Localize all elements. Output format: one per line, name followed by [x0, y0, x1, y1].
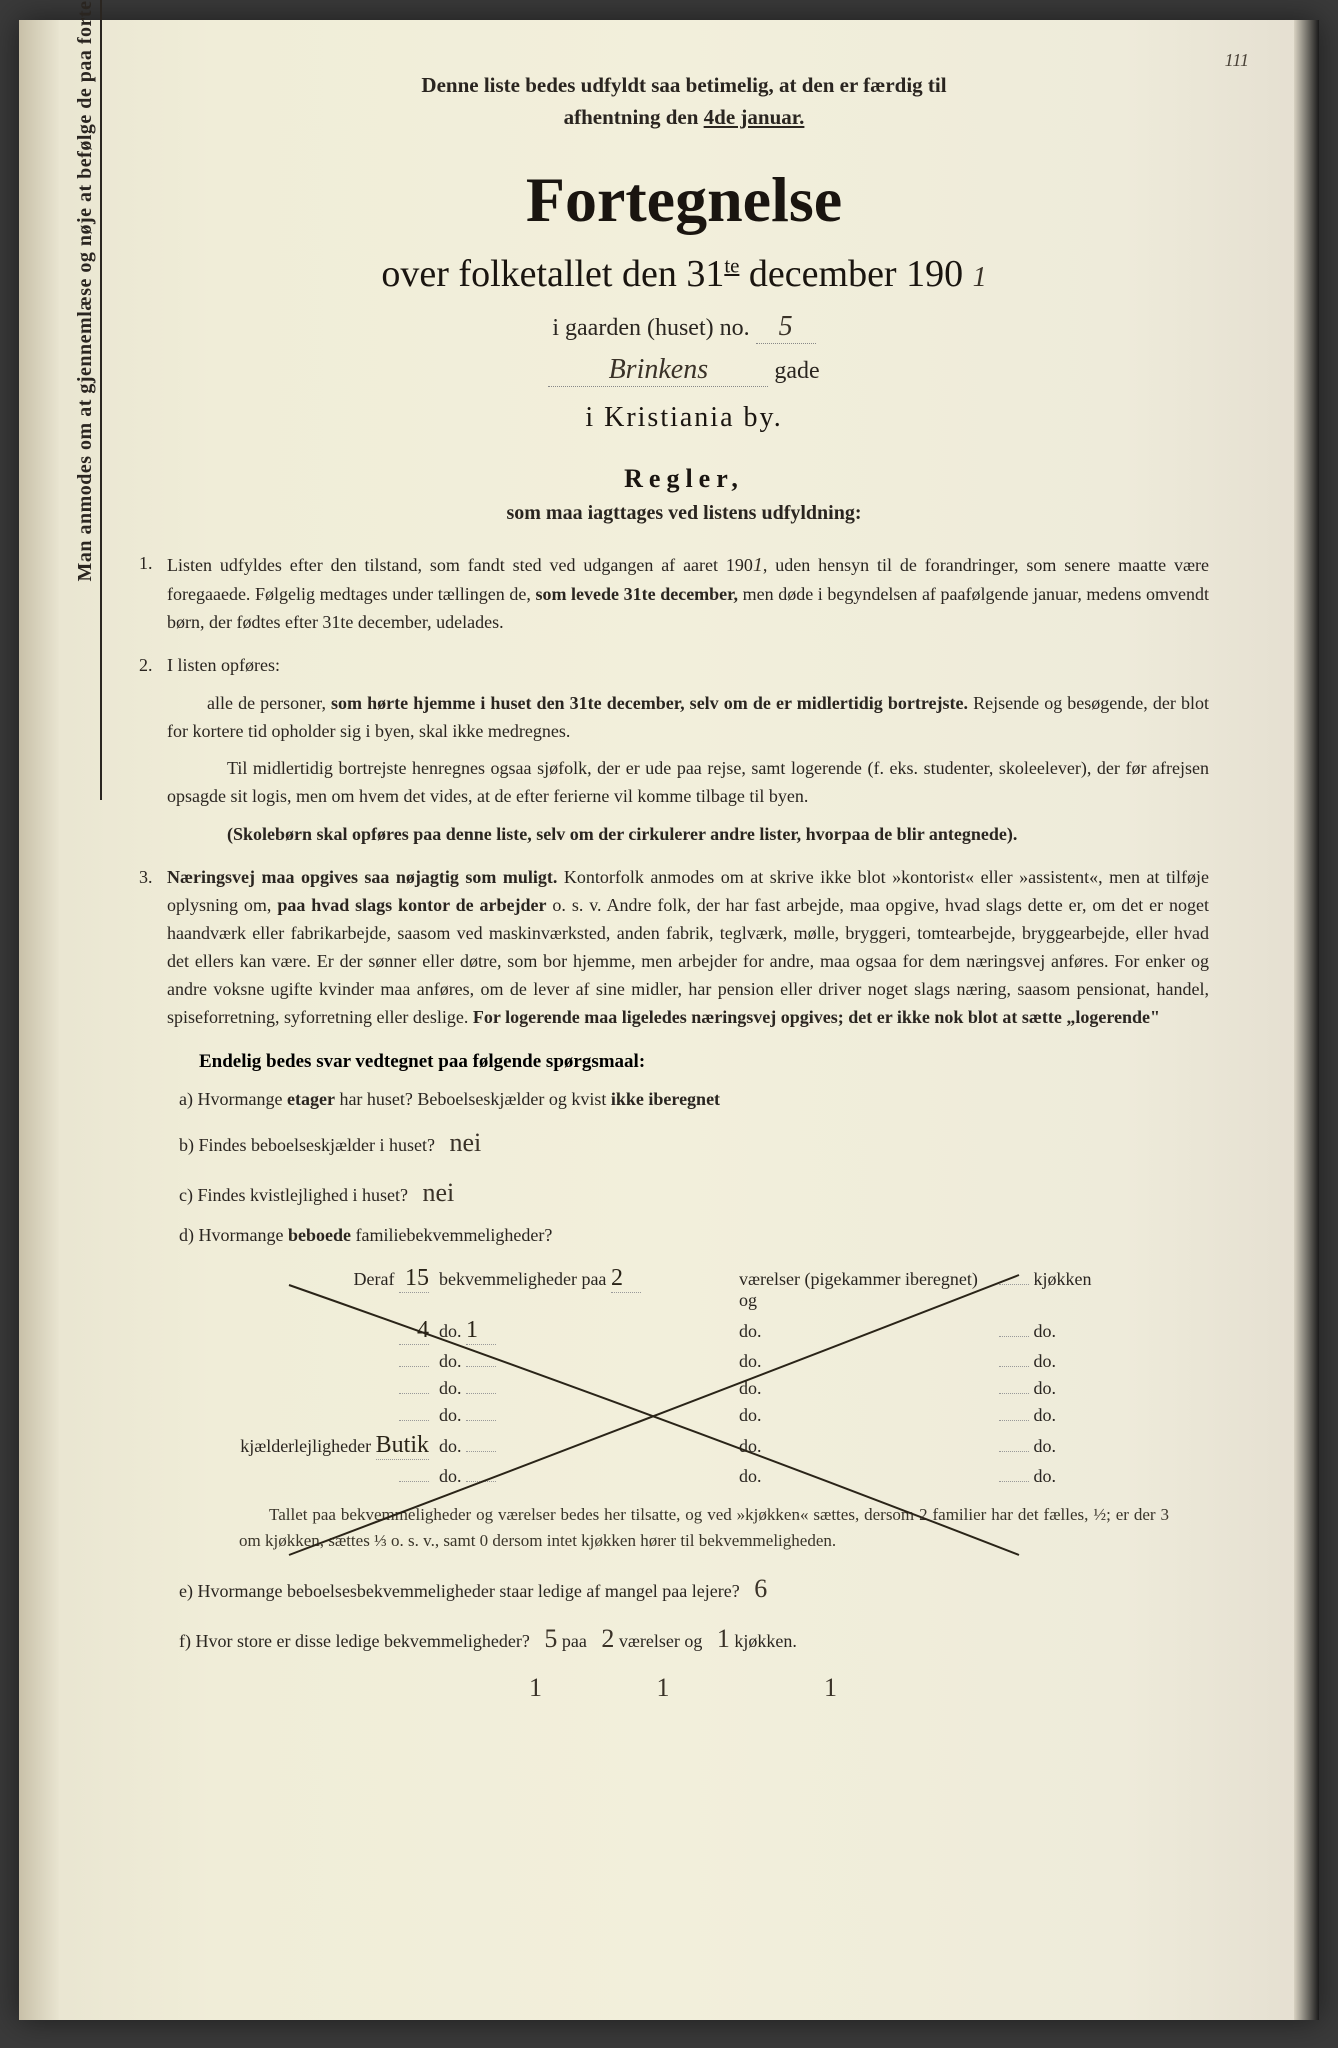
qc-ans: nei	[422, 1178, 454, 1207]
year-handwritten: 1	[973, 262, 987, 294]
gade-label: gade	[774, 358, 819, 384]
rule-3: 3. Næringsvej maa opgives saa nøjagtig s…	[139, 864, 1209, 1031]
rule1-num: 1.	[139, 550, 153, 578]
rule2-b: alle de personer,	[207, 693, 331, 713]
table-row: do. do. do.	[239, 1405, 1229, 1426]
qa-text: Hvormange	[197, 1089, 286, 1109]
rule3-bold1: Næringsvej maa opgives saa nøjagtig som …	[167, 867, 557, 887]
question-b: b) Findes beboelseskjælder i huset? nei	[179, 1122, 1229, 1164]
dwellings-table: Deraf 15 bekvemmeligheder paa 2 værelser…	[239, 1265, 1229, 1487]
qf-end: kjøkken.	[734, 1631, 797, 1651]
city-line: i Kristiania by.	[139, 402, 1229, 434]
qb-ans: nei	[449, 1128, 481, 1157]
question-f-line2: 1 1 1	[519, 1667, 1229, 1709]
question-d: d) Hvormange beboede familiebekvemmeligh…	[179, 1221, 1229, 1250]
qd-text2: familiebekvemmeligheder?	[351, 1225, 552, 1245]
rule2-bold2-wrap: (Skolebørn skal opføres paa denne liste,…	[167, 821, 1209, 849]
qf-mid1: paa	[562, 1631, 587, 1651]
rule1-year: 1	[753, 550, 763, 581]
qf-label: f)	[179, 1631, 191, 1651]
qd-text: Hvormange	[199, 1225, 288, 1245]
house-line: i gaarden (huset) no. 5	[139, 311, 1229, 344]
qc-text: Findes kvistlejlighed i huset?	[197, 1185, 407, 1205]
table-row: do. do. do.	[239, 1378, 1229, 1399]
rule-1: 1. Listen udfyldes efter den tilstand, s…	[139, 550, 1209, 637]
street-hw: Brinkens	[548, 354, 768, 387]
qa-label: a)	[179, 1089, 193, 1109]
qa-text2: har huset? Beboelseskjælder og kvist	[335, 1089, 611, 1109]
question-c: c) Findes kvistlejlighed i huset? nei	[179, 1172, 1229, 1214]
qf-ans1: 5	[544, 1624, 557, 1653]
qa-bold: etager	[287, 1089, 335, 1109]
qf-mid2: værelser og	[619, 1631, 702, 1651]
rule2-bold1: som hørte hjemme i huset den 31te decemb…	[331, 693, 968, 713]
subtitle-post: december 190	[739, 253, 963, 295]
top-note-date: 4de januar.	[704, 105, 805, 129]
rule1-a: Listen udfyldes efter den tilstand, som …	[167, 555, 753, 575]
question-a: a) Hvormange etager har huset? Beboelses…	[179, 1085, 1229, 1114]
qb-text: Findes beboelseskjælder i huset?	[199, 1135, 435, 1155]
regler-title: Regler,	[139, 464, 1229, 494]
table-row: do. do. do.	[239, 1351, 1229, 1372]
question-f: f) Hvor store er disse ledige bekvemmeli…	[179, 1618, 1229, 1660]
rule2-a: I listen opføres:	[167, 655, 280, 675]
qa-bold2: ikke iberegnet	[611, 1089, 720, 1109]
qe-text: Hvormange beboelsesbekvemmeligheder staa…	[197, 1581, 739, 1601]
table-footnote: Tallet paa bekvemmeligheder og værelser …	[239, 1502, 1169, 1553]
qf-ans3: 1	[717, 1624, 730, 1653]
table-row: Deraf 15 bekvemmeligheder paa 2 værelser…	[239, 1265, 1229, 1311]
top-note-line2: afhentning den	[564, 105, 704, 129]
table-row: do. do. do.	[239, 1466, 1229, 1487]
qf-text: Hvor store er disse ledige bekvemmelighe…	[196, 1631, 530, 1651]
subtitle-pre: over folketallet den 31	[381, 253, 724, 295]
questions-block: a) Hvormange etager har huset? Beboelses…	[179, 1085, 1229, 1709]
qf-l2-3: 1	[824, 1673, 837, 1702]
qf-ans2: 2	[601, 1624, 614, 1653]
rule2-d: Til midlertidig bortrejste henregnes ogs…	[167, 755, 1209, 811]
rule3-bold3: For logerende maa ligeledes næringsvej o…	[473, 1007, 1160, 1027]
qe-label: e)	[179, 1581, 193, 1601]
endelig-heading: Endelig bedes svar vedtegnet paa følgend…	[199, 1051, 1229, 1073]
subtitle: over folketallet den 31te december 190 1	[139, 252, 1229, 296]
document-page: 111 Man anmodes om at gjennemlæse og nøj…	[19, 20, 1319, 2020]
rule2-bold2: (Skolebørn skal opføres paa denne liste,…	[227, 824, 1017, 844]
qb-label: b)	[179, 1135, 194, 1155]
rule-2: 2. I listen opføres: alle de personer, s…	[139, 652, 1209, 849]
qe-ans: 6	[754, 1574, 767, 1603]
question-e: e) Hvormange beboelsesbekvemmeligheder s…	[179, 1568, 1229, 1610]
rule3-num: 3.	[139, 864, 153, 892]
table-row: 4do. 1do. do.	[239, 1317, 1229, 1345]
rule3-bold2: paa hvad slags kontor de arbejder	[277, 895, 546, 915]
rule2-num: 2.	[139, 652, 153, 680]
main-title: Fortegnelse	[139, 163, 1229, 237]
regler-sub: som maa iagttages ved listens udfyldning…	[139, 502, 1229, 525]
qd-label: d)	[179, 1225, 194, 1245]
qd-bold: beboede	[288, 1225, 351, 1245]
rule2-indent1: alle de personer, som hørte hjemme i hus…	[167, 690, 1209, 746]
margin-vertical-note: Man anmodes om at gjennemlæse og nøje at…	[74, 0, 102, 800]
house-no-hw: 5	[756, 311, 816, 344]
gaard-label: i gaarden (huset) no.	[552, 315, 749, 341]
subtitle-sup: te	[724, 253, 739, 277]
top-instruction: Denne liste bedes udfyldt saa betimelig,…	[199, 70, 1169, 133]
top-note-line1: Denne liste bedes udfyldt saa betimelig,…	[421, 73, 946, 97]
page-number: 111	[1225, 50, 1249, 71]
street-line: Brinkens gade	[139, 354, 1229, 387]
qf-l2-2: 1	[657, 1673, 670, 1702]
qc-label: c)	[179, 1185, 193, 1205]
table-row: kjælderlejligheder Butikdo. do. do.	[239, 1432, 1229, 1460]
qf-l2-1: 1	[529, 1673, 542, 1702]
rule1-bold1: som levede 31te december,	[535, 584, 738, 604]
